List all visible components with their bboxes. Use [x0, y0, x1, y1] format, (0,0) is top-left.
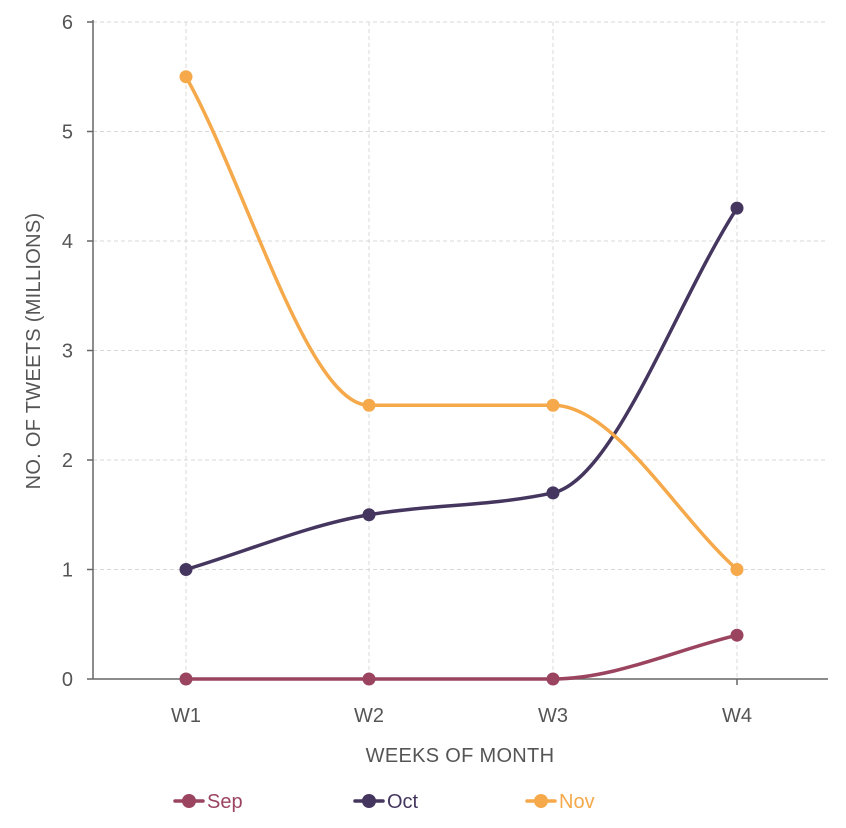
y-tick-label: 1: [62, 560, 73, 582]
data-point-oct-w3[interactable]: [546, 486, 560, 500]
legend-label-oct: Oct: [387, 791, 419, 813]
legend-marker-nov: [534, 794, 548, 808]
data-point-oct-w4[interactable]: [730, 201, 744, 215]
legend-marker-oct: [362, 794, 376, 808]
data-point-oct-w2[interactable]: [362, 508, 376, 522]
data-point-nov-w2[interactable]: [362, 398, 376, 412]
legend-marker-sep: [182, 794, 196, 808]
data-point-sep-w3[interactable]: [546, 672, 560, 686]
y-axis-title: NO. OF TWEETS (MILLIONS): [23, 213, 45, 490]
legend-item-nov[interactable]: Nov: [525, 791, 595, 813]
data-point-sep-w2[interactable]: [362, 672, 376, 686]
y-tick-label: 6: [62, 12, 73, 34]
x-tick-label: W2: [354, 705, 384, 727]
axes: 0 1 2 3 4 5 6 W1 W2 W3 W4: [62, 12, 828, 727]
y-tick-label: 4: [62, 231, 73, 253]
data-point-oct-w1[interactable]: [179, 563, 193, 576]
legend-item-oct[interactable]: Oct: [353, 791, 419, 813]
series-line-sep: [184, 633, 739, 681]
y-tick-label: 0: [62, 669, 73, 691]
series-lines: [184, 75, 739, 681]
data-point-nov-w1[interactable]: [179, 70, 193, 84]
x-axis-title: WEEKS OF MONTH: [366, 745, 555, 767]
data-point-sep-w4[interactable]: [730, 628, 744, 642]
y-tick-label: 3: [62, 341, 73, 363]
x-tick-label: W1: [171, 705, 201, 727]
data-points: [179, 70, 744, 686]
legend-label-nov: Nov: [559, 791, 595, 813]
x-tick-label: W4: [722, 705, 752, 727]
data-point-nov-w4[interactable]: [730, 563, 744, 576]
series-line-oct: [184, 206, 739, 572]
data-point-sep-w1[interactable]: [179, 672, 193, 686]
legend-label-sep: Sep: [207, 791, 243, 813]
data-point-nov-w3[interactable]: [546, 398, 560, 412]
y-tick-label: 2: [62, 450, 73, 472]
grid: [93, 21, 828, 679]
series-line-nov: [184, 75, 739, 572]
x-tick-label: W3: [538, 705, 568, 727]
legend-item-sep[interactable]: Sep: [173, 791, 243, 813]
y-tick-label: 5: [62, 122, 73, 144]
legend: Sep Oct Nov: [173, 791, 595, 813]
